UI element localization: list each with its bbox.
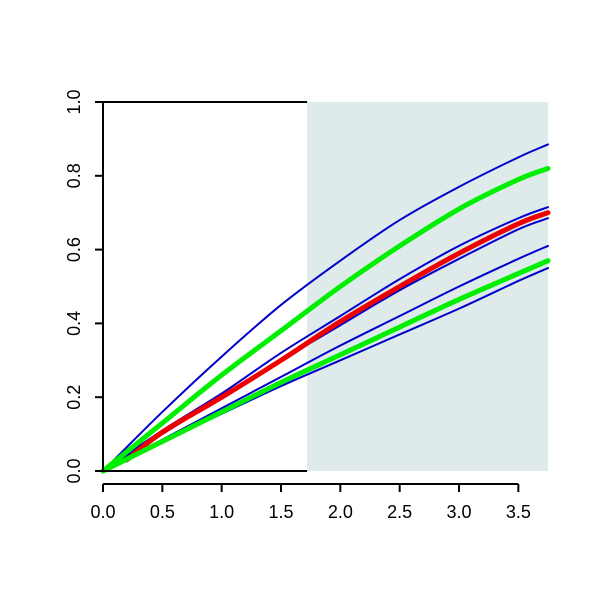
y-tick-label: 0.6 xyxy=(64,237,84,262)
y-tick-label: 0.2 xyxy=(64,385,84,410)
y-tick-label: 1.0 xyxy=(64,89,84,114)
x-tick-label: 3.5 xyxy=(506,502,531,522)
series-line-2 xyxy=(100,165,551,474)
y-tick-label: 0.4 xyxy=(64,311,84,336)
series-line-4 xyxy=(124,210,551,463)
x-tick-label: 2.5 xyxy=(387,502,412,522)
x-tick-label: 1.5 xyxy=(268,502,293,522)
series-line-1 xyxy=(102,143,549,472)
series-line-7 xyxy=(100,258,551,474)
x-tick-label: 1.0 xyxy=(209,502,234,522)
x-tick-label: 0.0 xyxy=(90,502,115,522)
x-tick-label: 2.0 xyxy=(328,502,353,522)
y-tick-label: 0.0 xyxy=(64,458,84,483)
x-tick-label: 0.5 xyxy=(150,502,175,522)
x-tick-label: 3.0 xyxy=(446,502,471,522)
y-tick-label: 0.8 xyxy=(64,163,84,188)
